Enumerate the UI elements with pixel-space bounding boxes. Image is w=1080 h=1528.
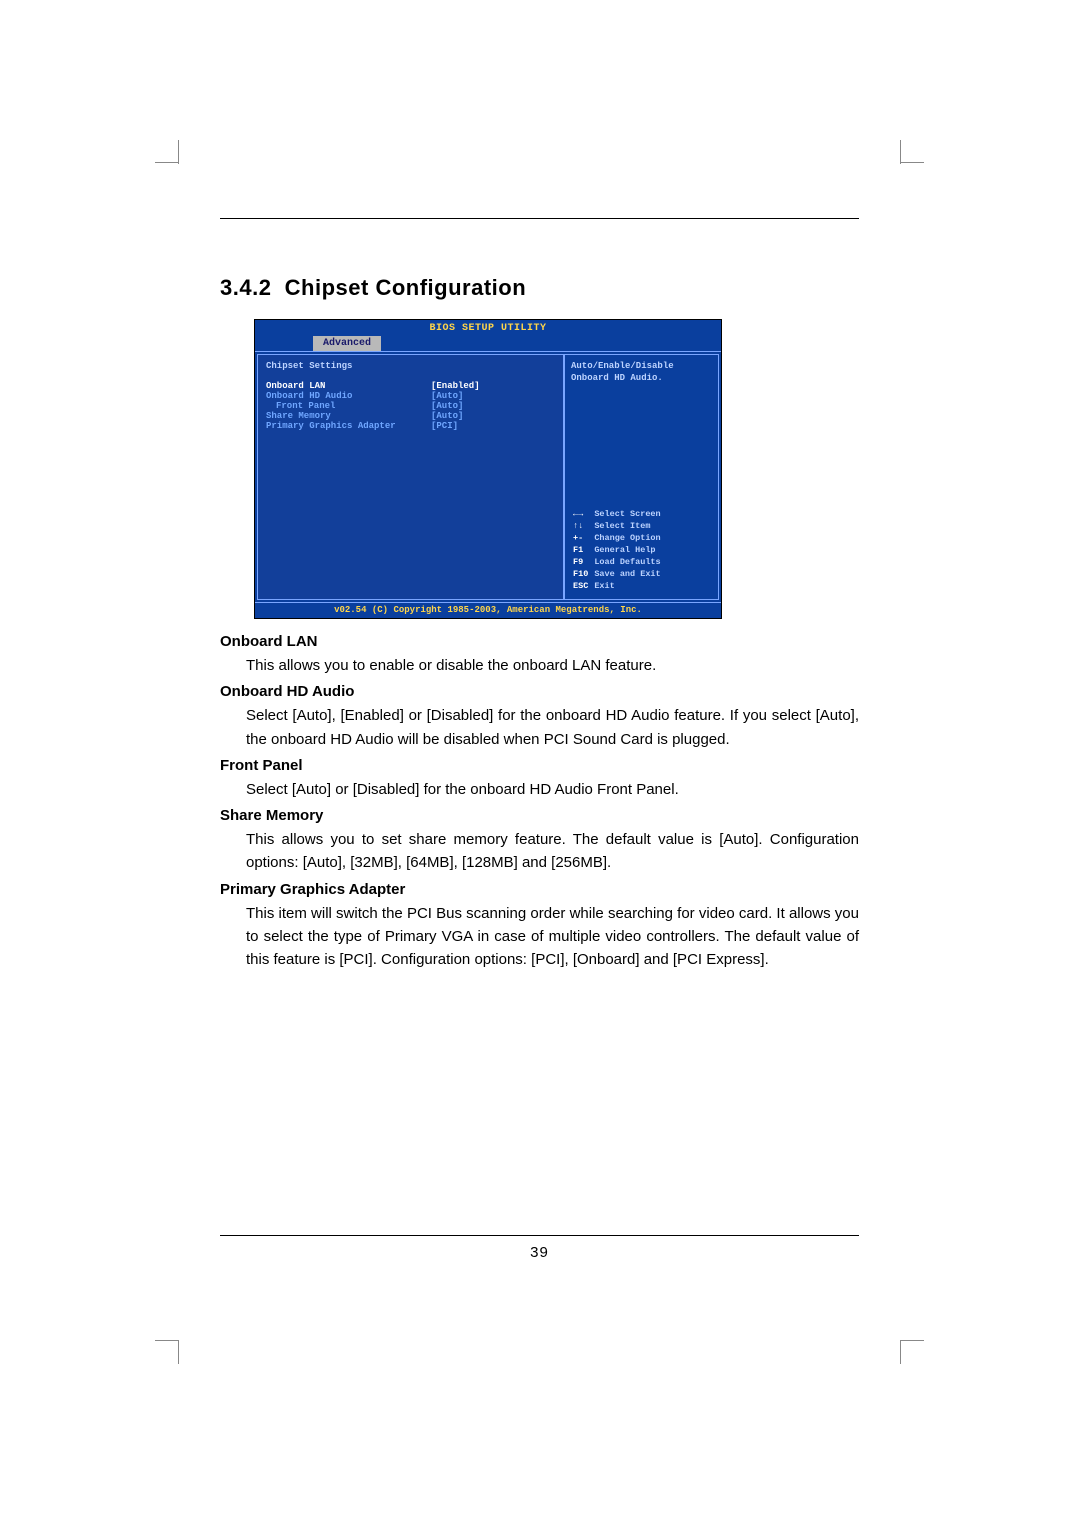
bios-setting-label: Onboard HD Audio [266,391,431,401]
option-title: Primary Graphics Adapter [220,881,859,898]
bios-setting-row: Front Panel[Auto] [266,401,555,411]
bios-setting-row: Primary Graphics Adapter[PCI] [266,421,555,431]
option-title: Front Panel [220,757,859,774]
bios-setting-label: Share Memory [266,411,431,421]
bios-setting-label: Primary Graphics Adapter [266,421,431,431]
bios-setting-row: Onboard HD Audio[Auto] [266,391,555,401]
bios-key-legend: ←→Select Screen↑↓Select Item+-Change Opt… [571,507,712,593]
bios-key-desc: Change Option [594,533,664,543]
bios-setting-value: [Enabled] [431,381,480,391]
bios-key-desc: Select Screen [594,509,664,519]
option-title: Share Memory [220,807,859,824]
bios-subtitle: Chipset Settings [266,361,555,371]
bios-menubar: Advanced [255,336,721,352]
bios-setting-label: Front Panel [266,401,431,411]
option-body: This item will switch the PCI Bus scanni… [246,902,859,972]
bios-key-row: ↑↓Select Item [573,521,665,531]
section-number: 3.4.2 [220,275,271,300]
bios-key-row: +-Change Option [573,533,665,543]
bios-key-desc: General Help [594,545,664,555]
section-heading: 3.4.2 Chipset Configuration [220,275,859,301]
bios-left-panel: Chipset Settings Onboard LAN[Enabled]Onb… [257,354,564,600]
footer-rule [220,1235,859,1236]
bios-setting-value: [PCI] [431,421,458,431]
bios-key-row: F9Load Defaults [573,557,665,567]
bios-body: Chipset Settings Onboard LAN[Enabled]Onb… [255,352,721,602]
bios-screenshot: BIOS SETUP UTILITY Advanced Chipset Sett… [254,319,722,619]
page-footer: 39 [220,1235,859,1262]
bios-key-desc: Select Item [594,521,664,531]
bios-setting-row: Share Memory[Auto] [266,411,555,421]
bios-key: ESC [573,581,592,591]
option-body: This allows you to set share memory feat… [246,828,859,875]
bios-setting-value: [Auto] [431,391,463,401]
option-body: Select [Auto] or [Disabled] for the onbo… [246,778,859,801]
bios-key: +- [573,533,592,543]
option-descriptions: Onboard LAN This allows you to enable or … [220,633,859,971]
bios-key-row: F1General Help [573,545,665,555]
option-body: This allows you to enable or disable the… [246,654,859,677]
page-content: 3.4.2 Chipset Configuration BIOS SETUP U… [220,218,859,1218]
bios-setting-value: [Auto] [431,401,463,411]
bios-key: ↑↓ [573,521,592,531]
bios-key-desc: Save and Exit [594,569,664,579]
option-body: Select [Auto], [Enabled] or [Disabled] f… [246,704,859,751]
bios-copyright: v02.54 (C) Copyright 1985-2003, American… [255,602,721,618]
bios-key-row: ESCExit [573,581,665,591]
bios-title: BIOS SETUP UTILITY [255,320,721,336]
bios-setting-value: [Auto] [431,411,463,421]
bios-tab-advanced: Advanced [313,336,381,351]
bios-key-desc: Load Defaults [594,557,664,567]
bios-key: ←→ [573,509,592,519]
bios-setting-row: Onboard LAN[Enabled] [266,381,555,391]
bios-key-row: F10Save and Exit [573,569,665,579]
bios-help-text: Auto/Enable/DisableOnboard HD Audio. [571,361,712,384]
bios-key: F9 [573,557,592,567]
bios-right-panel: Auto/Enable/DisableOnboard HD Audio. ←→S… [564,354,719,600]
bios-setting-label: Onboard LAN [266,381,431,391]
section-title-text: Chipset Configuration [285,275,526,300]
page-number: 39 [530,1244,549,1261]
bios-key: F1 [573,545,592,555]
option-title: Onboard LAN [220,633,859,650]
bios-key-row: ←→Select Screen [573,509,665,519]
option-title: Onboard HD Audio [220,683,859,700]
bios-key-desc: Exit [594,581,664,591]
bios-key: F10 [573,569,592,579]
